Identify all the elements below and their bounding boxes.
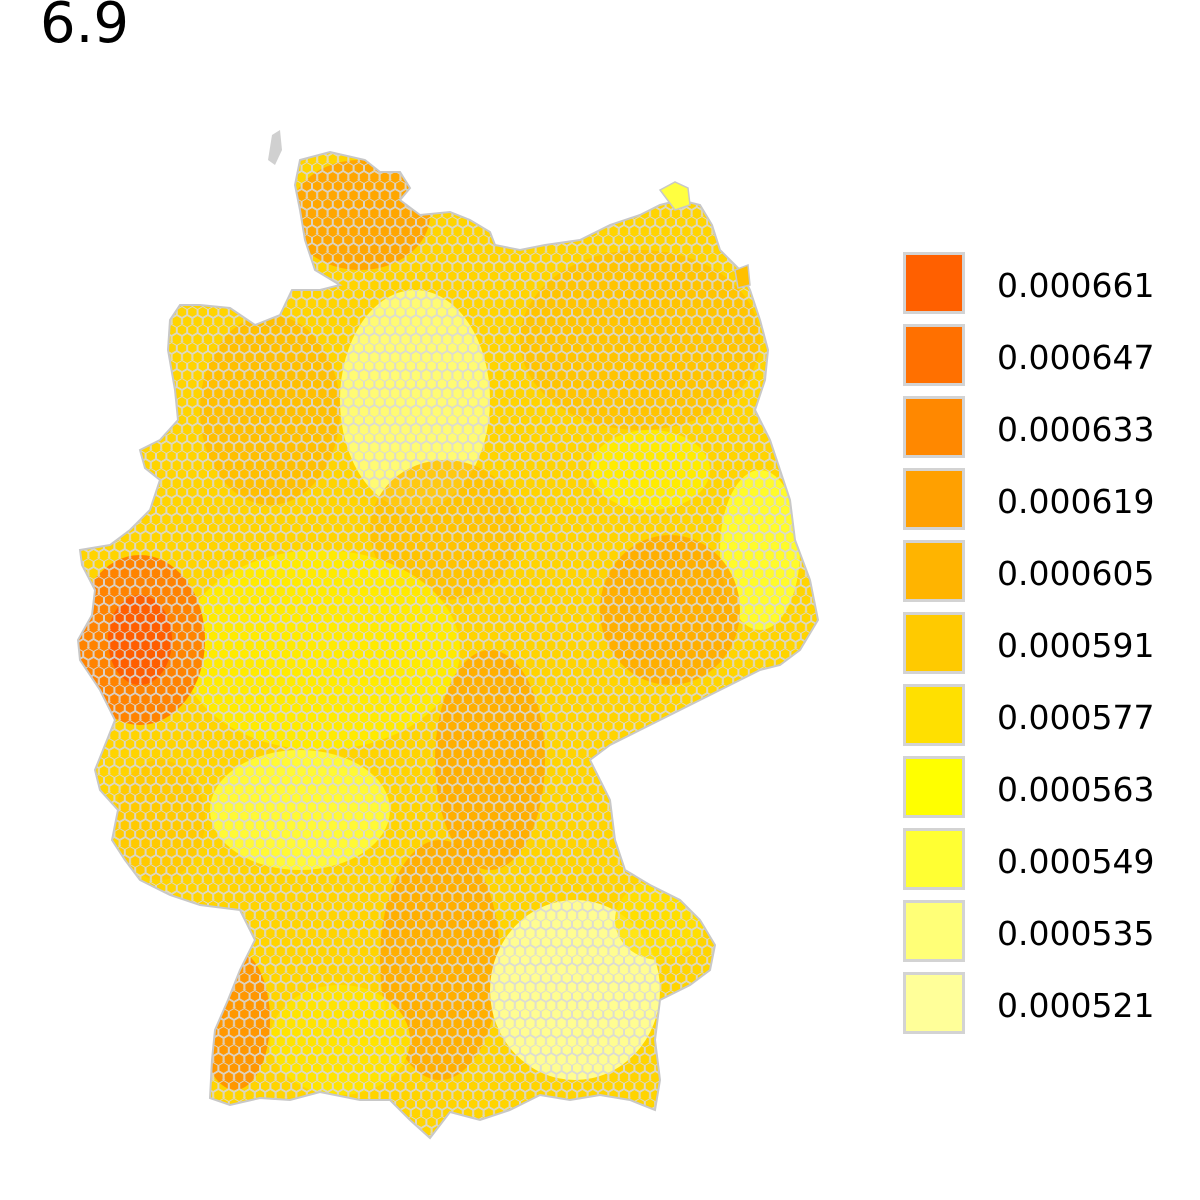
map-fill <box>78 152 818 1138</box>
legend-label: 0.000563 <box>997 770 1155 809</box>
legend-label: 0.000521 <box>997 986 1155 1025</box>
legend-swatch <box>903 396 965 458</box>
legend-label: 0.000661 <box>997 266 1155 305</box>
map-title: 6.9 <box>40 0 130 56</box>
legend-label: 0.000535 <box>997 914 1155 953</box>
legend-swatch <box>903 972 965 1034</box>
legend-label: 0.000633 <box>997 410 1155 449</box>
legend-label: 0.000619 <box>997 482 1155 521</box>
legend-swatch <box>903 684 965 746</box>
legend-label: 0.000591 <box>997 626 1155 665</box>
legend-swatch <box>903 324 965 386</box>
legend-swatch <box>903 540 965 602</box>
island-shape <box>658 181 691 211</box>
legend-label: 0.000647 <box>997 338 1155 377</box>
legend-label: 0.000605 <box>997 554 1155 593</box>
legend-label: 0.000577 <box>997 698 1155 737</box>
island-shape <box>734 263 751 289</box>
legend-swatch <box>903 612 965 674</box>
legend-swatch <box>903 828 965 890</box>
legend-label: 0.000549 <box>997 842 1155 881</box>
legend-swatch <box>903 468 965 530</box>
legend-swatch <box>903 756 965 818</box>
germany-hex-map <box>77 130 819 1139</box>
legend-swatch <box>903 900 965 962</box>
legend-swatch <box>903 252 965 314</box>
island-shape <box>268 130 282 165</box>
